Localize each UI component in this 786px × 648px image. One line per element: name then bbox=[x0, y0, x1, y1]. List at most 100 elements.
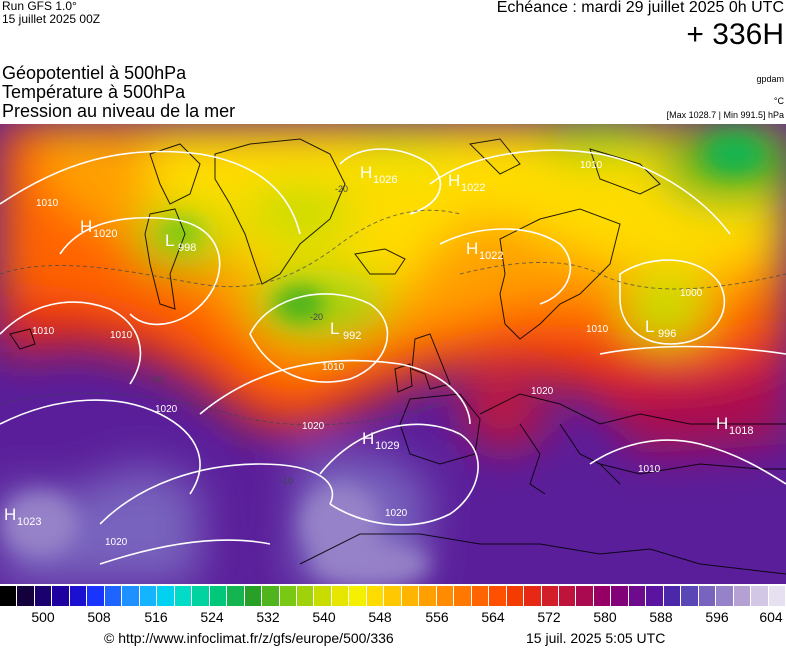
forecast-lead-time: + 336H bbox=[686, 18, 784, 51]
isobar-labels: 1010 1010 1010 1010 1020 1020 1020 1020 1010 1000… bbox=[32, 160, 703, 548]
colorbar-cell bbox=[279, 586, 297, 606]
pressure-center-type: H bbox=[716, 414, 728, 433]
colorbar-cell bbox=[209, 586, 228, 606]
colorbar-cell bbox=[593, 586, 612, 606]
isobar-label: 1020 bbox=[385, 508, 408, 519]
unit-temperature: °C bbox=[773, 96, 784, 106]
pressure-center: H 1022 bbox=[466, 239, 503, 262]
colorbar-tick-label: 508 bbox=[87, 609, 111, 625]
colorbar-cell bbox=[524, 586, 542, 606]
pressure-center-value: 1022 bbox=[479, 250, 503, 262]
colorbar-cell bbox=[366, 586, 385, 606]
colorbar-tick-label: 572 bbox=[537, 609, 561, 625]
pressure-center-value: 1026 bbox=[373, 174, 397, 186]
colorbar-cell bbox=[681, 586, 699, 606]
isotherm-label: -10 bbox=[150, 374, 163, 384]
colorbar-cell bbox=[401, 586, 420, 606]
colorbar-cell bbox=[331, 586, 350, 606]
isobar-label: 1010 bbox=[110, 330, 133, 341]
colorbar-tick-label: 564 bbox=[481, 609, 505, 625]
pressure-center-type: H bbox=[4, 505, 16, 524]
colorbar-cell bbox=[192, 586, 210, 606]
source-url: © http://www.infoclimat.fr/z/gfs/europe/… bbox=[104, 630, 394, 646]
colorbar-cell bbox=[296, 586, 315, 606]
pressure-center-value: 1020 bbox=[93, 228, 117, 240]
run-label: Run GFS 1.0° bbox=[2, 0, 77, 13]
run-date: 15 juillet 2025 00Z bbox=[2, 12, 101, 26]
variable-temperature: Température à 500hPa bbox=[2, 82, 186, 102]
isobar-label: 1020 bbox=[302, 421, 325, 432]
colorbar-cell bbox=[768, 586, 786, 606]
pressure-center: H 1026 bbox=[360, 163, 397, 186]
isotherm-label: -20 bbox=[335, 184, 348, 194]
colorbar-cell bbox=[628, 586, 647, 606]
colorbar-cell bbox=[541, 586, 559, 606]
isobar-label: 1010 bbox=[638, 464, 661, 475]
colorbar-cell bbox=[0, 586, 18, 606]
colorbar bbox=[0, 586, 786, 606]
isobar-label: 1020 bbox=[531, 386, 554, 397]
colorbar-cell bbox=[384, 586, 402, 606]
pressure-center: H 1018 bbox=[716, 414, 753, 437]
pressure-center-type: H bbox=[360, 163, 372, 182]
coastlines bbox=[9, 138, 786, 575]
variable-pressure: Pression au niveau de la mer bbox=[2, 101, 236, 121]
isobar-label: 1010 bbox=[586, 324, 609, 335]
isobar-label: 1020 bbox=[155, 404, 178, 415]
colorbar-tick-label: 516 bbox=[144, 609, 168, 625]
colorbar-cell bbox=[506, 586, 525, 606]
pressure-center-value: 1018 bbox=[729, 425, 753, 437]
pressure-center-value: 1022 bbox=[461, 182, 485, 194]
colorbar-cell bbox=[34, 586, 53, 606]
colorbar-cell bbox=[139, 586, 158, 606]
colorbar-cell bbox=[559, 586, 577, 606]
pressure-center-type: H bbox=[80, 217, 92, 236]
isotherm-label: -10 bbox=[280, 476, 293, 486]
variable-geopotential: Géopotentiel à 500hPa bbox=[2, 63, 187, 83]
colorbar-cell bbox=[52, 586, 70, 606]
colorbar-cell bbox=[227, 586, 245, 606]
colorbar-cell bbox=[454, 586, 472, 606]
colorbar-cell bbox=[122, 586, 140, 606]
isobar-label: 1010 bbox=[322, 362, 345, 373]
pressure-center-type: H bbox=[448, 171, 460, 190]
colorbar-cell bbox=[733, 586, 752, 606]
unit-geopotential: gpdam bbox=[756, 74, 784, 84]
colorbar-cell bbox=[17, 586, 35, 606]
colorbar-cell bbox=[314, 586, 332, 606]
colorbar-tick-label: 532 bbox=[256, 609, 280, 625]
isotherms bbox=[0, 209, 786, 426]
geopotential-field bbox=[0, 124, 786, 584]
pressure-center: H 1020 bbox=[80, 217, 117, 240]
pressure-center: L 992 bbox=[330, 319, 361, 342]
pressure-center: H 1022 bbox=[448, 171, 485, 194]
pressure-center-type: L bbox=[645, 317, 654, 336]
pressure-center-type: L bbox=[330, 319, 339, 338]
colorbar-cell bbox=[663, 586, 682, 606]
isotherm-labels: -20 -20 -10 -10 bbox=[150, 184, 348, 486]
pressure-center-type: H bbox=[466, 239, 478, 258]
pressure-center-value: 998 bbox=[178, 242, 196, 254]
colorbar-cell bbox=[262, 586, 280, 606]
colorbar-cell bbox=[436, 586, 455, 606]
colorbar-cell bbox=[751, 586, 769, 606]
isobar-label: 1000 bbox=[680, 288, 703, 299]
pressure-center: H 1029 bbox=[362, 429, 399, 452]
pressure-center-type: L bbox=[165, 231, 174, 250]
colorbar-tick-label: 500 bbox=[31, 609, 55, 625]
colorbar-cell bbox=[489, 586, 507, 606]
isobar-label: 1020 bbox=[105, 537, 128, 548]
colorbar-tick-label: 588 bbox=[649, 609, 673, 625]
colorbar-cell bbox=[698, 586, 717, 606]
pressure-center-value: 1023 bbox=[17, 516, 41, 528]
pressure-center-value: 996 bbox=[658, 328, 676, 340]
colorbar-tick-label: 556 bbox=[425, 609, 449, 625]
colorbar-tick-label: 604 bbox=[759, 609, 783, 625]
colorbar-cell bbox=[419, 586, 437, 606]
isobar-label: 1010 bbox=[32, 326, 55, 337]
colorbar-tick-label: 580 bbox=[593, 609, 617, 625]
colorbar-cell bbox=[69, 586, 88, 606]
colorbar-cell bbox=[576, 586, 594, 606]
colorbar-cell bbox=[716, 586, 734, 606]
